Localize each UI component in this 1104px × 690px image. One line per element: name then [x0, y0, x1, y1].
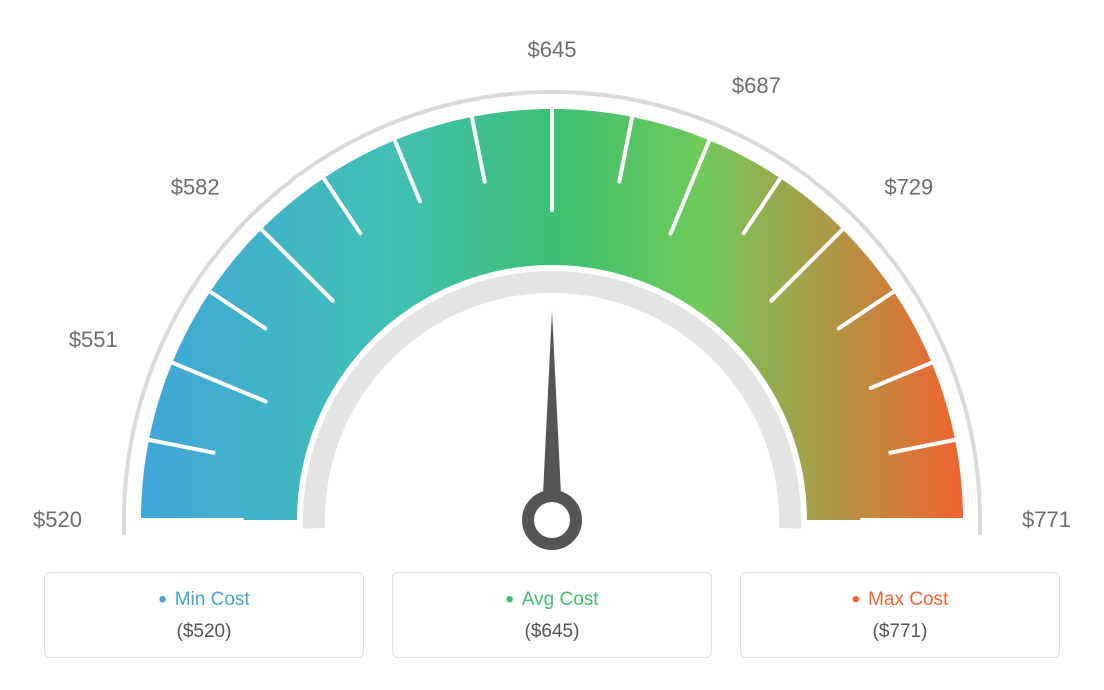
legend-card-max: Max Cost ($771): [740, 572, 1060, 658]
legend-max-value: ($771): [741, 621, 1059, 643]
legend-min-value: ($520): [45, 621, 363, 643]
gauge-tick-label: $551: [69, 327, 118, 352]
legend-row: Min Cost ($520) Avg Cost ($645) Max Cost…: [0, 560, 1104, 658]
gauge-tick-label: $771: [1022, 507, 1071, 532]
gauge-tick-label: $687: [732, 73, 781, 98]
gauge-tick-label: $729: [884, 175, 933, 200]
cost-gauge-chart: $520 $551 $582 $645 $687 $729 $771: [0, 0, 1104, 560]
legend-avg-value: ($645): [393, 621, 711, 643]
legend-card-avg: Avg Cost ($645): [392, 572, 712, 658]
gauge-tick-label: $582: [171, 175, 220, 200]
gauge-tick-label: $645: [528, 37, 577, 62]
legend-avg-label: Avg Cost: [393, 589, 711, 611]
legend-card-min: Min Cost ($520): [44, 572, 364, 658]
legend-min-label: Min Cost: [45, 589, 363, 611]
gauge-svg: $520 $551 $582 $645 $687 $729 $771: [0, 0, 1104, 560]
gauge-tick-label: $520: [33, 507, 82, 532]
legend-max-label: Max Cost: [741, 589, 1059, 611]
